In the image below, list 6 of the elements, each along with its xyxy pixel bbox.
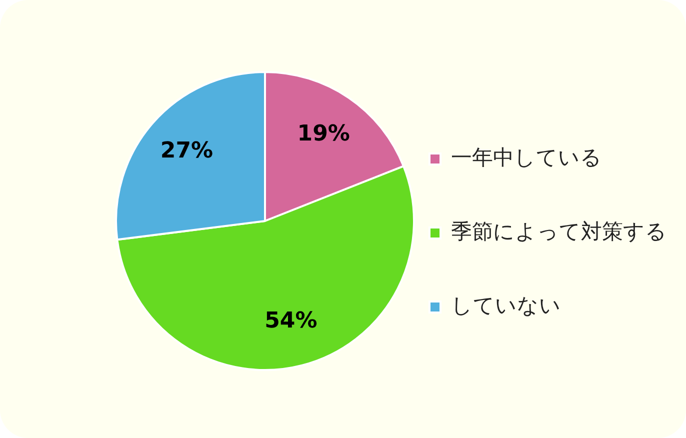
data-label: 54% xyxy=(264,308,318,334)
legend-label: 季節によって対策する xyxy=(451,219,667,244)
legend-label: 一年中している xyxy=(451,145,602,170)
legend-label: していない xyxy=(451,293,561,318)
data-label: 19% xyxy=(297,121,350,146)
data-label: 27% xyxy=(160,138,214,164)
